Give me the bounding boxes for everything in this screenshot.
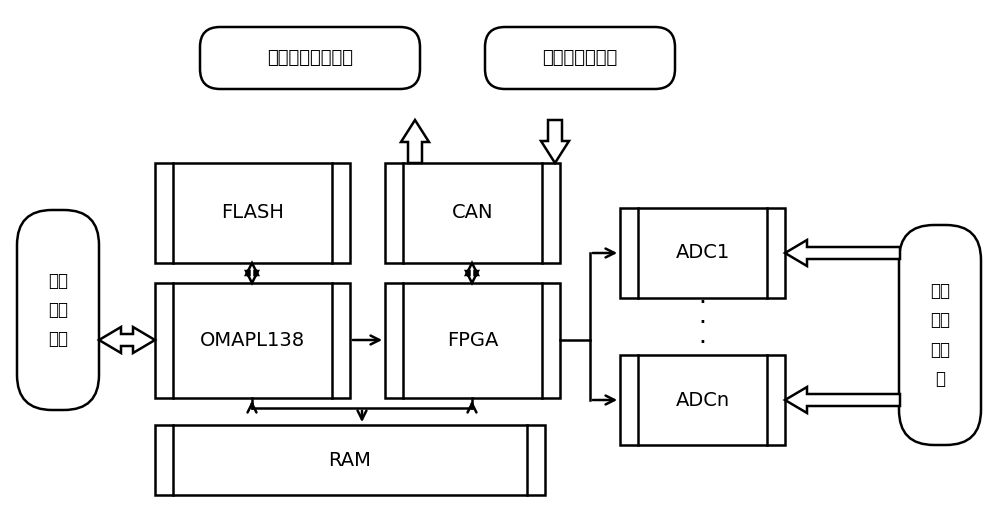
Bar bbox=[155, 425, 545, 495]
Text: 数字量采集单元: 数字量采集单元 bbox=[542, 49, 618, 67]
Text: 人机
交互
单元: 人机 交互 单元 bbox=[48, 272, 68, 348]
Bar bbox=[620, 208, 785, 298]
Polygon shape bbox=[246, 263, 258, 283]
Bar bbox=[620, 355, 785, 445]
Text: 交流
量采
集单
元: 交流 量采 集单 元 bbox=[930, 282, 950, 388]
Text: OMAPL138: OMAPL138 bbox=[200, 331, 305, 350]
Text: FLASH: FLASH bbox=[221, 204, 284, 222]
Polygon shape bbox=[99, 327, 155, 353]
Polygon shape bbox=[466, 263, 478, 283]
FancyBboxPatch shape bbox=[485, 27, 675, 89]
Text: ADC1: ADC1 bbox=[675, 243, 730, 263]
Text: FPGA: FPGA bbox=[447, 331, 498, 350]
Bar bbox=[385, 163, 560, 263]
Text: RAM: RAM bbox=[329, 450, 371, 469]
Text: ADCn: ADCn bbox=[675, 390, 730, 409]
Bar bbox=[155, 283, 350, 398]
Bar bbox=[385, 283, 560, 398]
FancyBboxPatch shape bbox=[17, 210, 99, 410]
Polygon shape bbox=[541, 120, 569, 163]
Polygon shape bbox=[401, 120, 429, 163]
Polygon shape bbox=[785, 387, 900, 413]
Polygon shape bbox=[785, 240, 900, 266]
Text: ·
·
·: · · · bbox=[698, 291, 706, 355]
Text: CAN: CAN bbox=[452, 204, 493, 222]
FancyBboxPatch shape bbox=[200, 27, 420, 89]
Bar bbox=[155, 163, 350, 263]
FancyBboxPatch shape bbox=[899, 225, 981, 445]
Text: 控制信号输出单元: 控制信号输出单元 bbox=[267, 49, 353, 67]
